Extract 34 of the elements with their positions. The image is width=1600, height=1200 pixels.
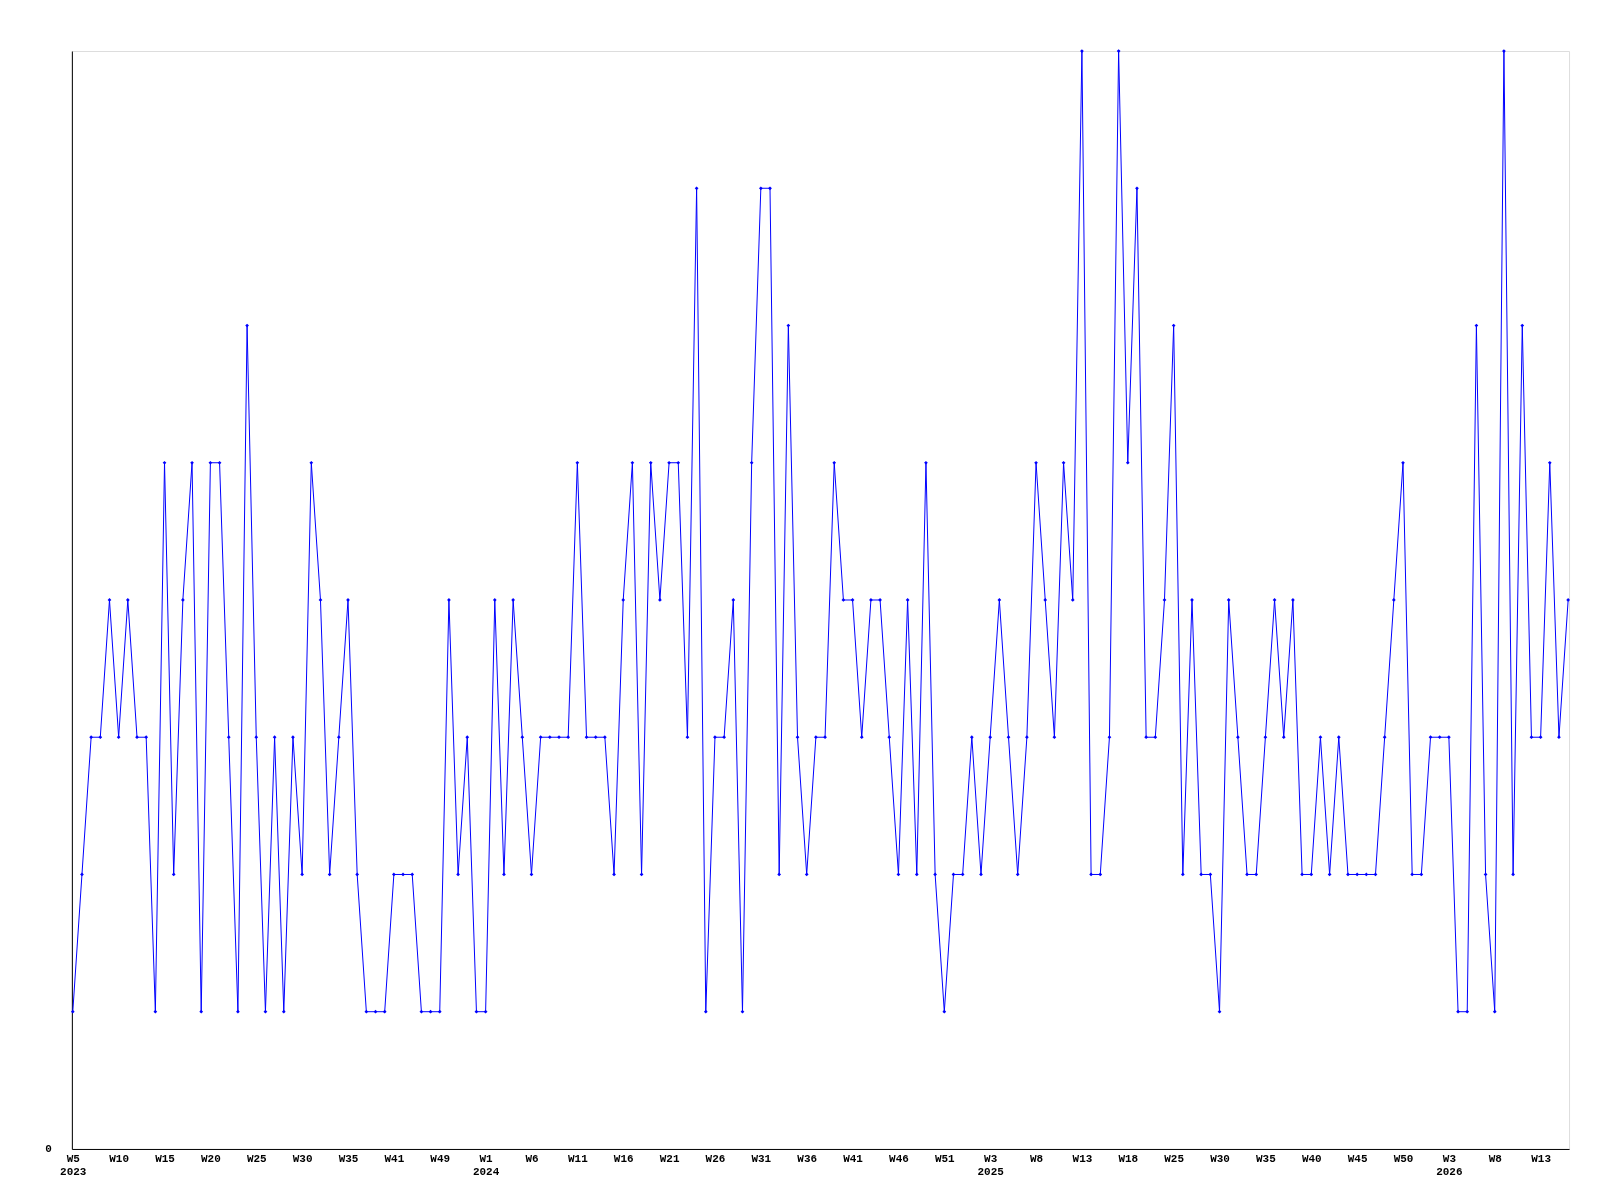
x-tick-label: W10 — [109, 1153, 130, 1166]
x-tick-label: W20 — [201, 1153, 221, 1166]
x-tick-label: W50 — [1393, 1153, 1414, 1166]
x-tick-label: W41 — [843, 1153, 864, 1166]
x-tick-label: W30 — [1210, 1153, 1230, 1166]
x-tick-label: W16 — [613, 1153, 634, 1166]
x-tick-label: W35 — [1256, 1153, 1277, 1166]
x-tick-label: W40 — [1301, 1153, 1322, 1166]
x-tick-label: W45 — [1347, 1153, 1368, 1166]
x-tick-label: W6 — [525, 1153, 539, 1166]
x-tick-label: W13 — [1072, 1153, 1093, 1166]
x-tick-label: W41 — [384, 1153, 405, 1166]
x-tick-label: W30 — [292, 1153, 313, 1166]
x-tick-label: W46 — [889, 1153, 909, 1166]
x-tick-label: W8 — [1488, 1153, 1502, 1166]
x-tick-label: W25 — [1164, 1153, 1185, 1166]
x-tick-label: W3 2025 — [977, 1153, 1005, 1179]
x-tick-label: W26 — [705, 1153, 726, 1166]
x-tick-label: W31 — [751, 1153, 772, 1166]
x-tick-label: W5 2023 — [60, 1153, 87, 1179]
x-tick-label: W49 — [430, 1153, 451, 1166]
x-tick-label: W11 — [567, 1153, 589, 1166]
x-tick-label: W36 — [797, 1153, 818, 1166]
x-tick-label: W51 — [934, 1153, 956, 1166]
x-tick-label: W21 — [659, 1153, 680, 1166]
x-tick-label: W1 2024 — [472, 1153, 500, 1179]
x-tick-label: W13 — [1531, 1153, 1552, 1166]
x-tick-label: W3 2026 — [1436, 1153, 1463, 1179]
x-tick-label: W8 — [1029, 1153, 1044, 1166]
x-tick-label: W35 — [338, 1153, 359, 1166]
x-tick-label: W25 — [246, 1153, 268, 1166]
text: 0 — [45, 1142, 52, 1155]
x-tick-label: W18 — [1118, 1153, 1139, 1166]
x-tick-label: W15 — [155, 1153, 176, 1166]
